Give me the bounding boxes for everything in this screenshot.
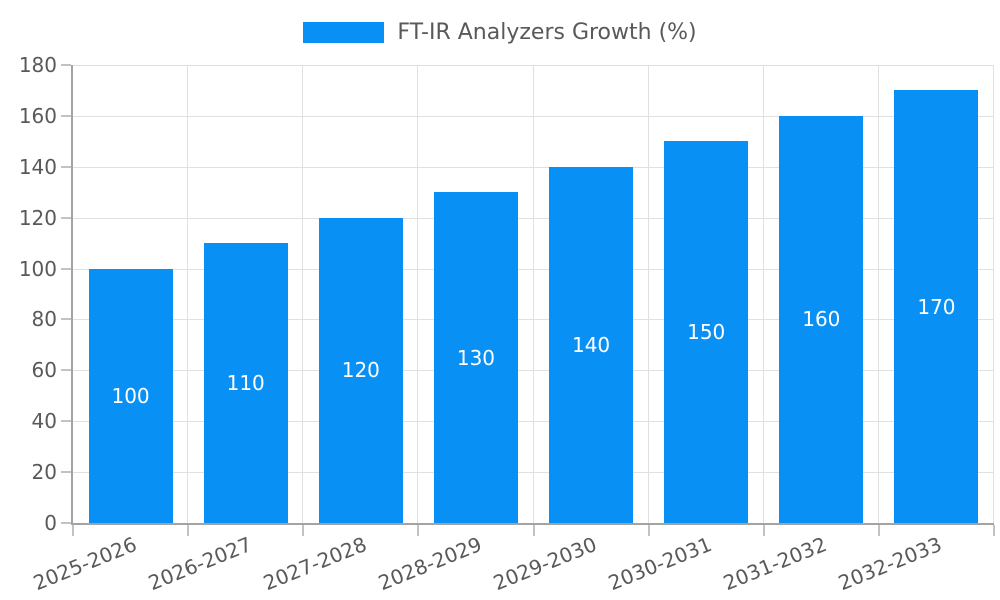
- y-tick-label: 100: [18, 256, 57, 281]
- gridline-vertical: [647, 65, 649, 523]
- bar: 100: [88, 268, 173, 523]
- y-axis-tick: [61, 165, 71, 168]
- bar: 160: [779, 115, 864, 523]
- x-axis-tick: [877, 525, 880, 536]
- x-category-label: 2032-2033: [835, 532, 946, 596]
- y-axis-tick: [61, 267, 71, 270]
- y-axis-tick: [61, 216, 71, 219]
- x-axis-line: [71, 523, 994, 525]
- bar-value-label: 110: [226, 371, 265, 396]
- bar: 150: [664, 141, 749, 523]
- y-tick-label: 160: [18, 103, 57, 128]
- gridline-horizontal: [73, 421, 994, 423]
- y-axis-tick: [61, 64, 71, 66]
- gridline-horizontal: [73, 472, 994, 474]
- gridline-vertical: [993, 65, 994, 523]
- y-tick-label: 0: [44, 511, 57, 535]
- gridline-vertical: [302, 65, 304, 523]
- bar-value-label: 170: [917, 294, 956, 319]
- gridline-vertical: [417, 65, 419, 523]
- gridline-horizontal: [73, 65, 994, 66]
- legend-swatch: [303, 22, 385, 43]
- x-axis-tick: [647, 525, 650, 536]
- bar: 140: [549, 166, 634, 523]
- y-tick-label: 40: [31, 409, 57, 434]
- y-axis-line: [71, 65, 73, 523]
- y-axis-tick: [61, 420, 71, 423]
- x-axis-tick: [302, 525, 305, 536]
- bar-value-label: 160: [802, 307, 841, 332]
- bar: 130: [433, 192, 518, 523]
- x-axis-tick: [532, 525, 535, 536]
- plot-area: 0 20 40 60 80 100 120 140 160 180 100 110 120 130 140 1…: [19, 53, 995, 595]
- gridline-horizontal: [73, 115, 994, 117]
- gridline-horizontal: [73, 268, 994, 270]
- x-axis-tick: [187, 525, 190, 536]
- gridline-vertical: [877, 65, 879, 523]
- legend-label: FT-IR Analyzers Growth (%): [397, 20, 697, 45]
- gridline-horizontal: [73, 166, 994, 168]
- gridline-vertical: [762, 65, 764, 523]
- bar: 110: [203, 243, 288, 523]
- y-tick-label: 60: [31, 358, 57, 383]
- y-axis-tick: [61, 114, 71, 117]
- y-axis-tick: [61, 471, 71, 474]
- bar-value-label: 150: [687, 320, 726, 345]
- y-tick-label: 180: [18, 53, 57, 77]
- gridline-horizontal: [73, 370, 994, 372]
- x-category-label-anchor: 2032-2033: [716, 532, 945, 595]
- bar-value-label: 140: [571, 332, 611, 357]
- y-axis-tick: [61, 369, 71, 372]
- bar-value-label: 130: [456, 345, 496, 370]
- gridline-horizontal: [73, 319, 994, 321]
- gridline-vertical: [187, 65, 189, 523]
- y-axis-tick: [61, 522, 71, 524]
- y-tick-label: 20: [31, 460, 57, 485]
- x-axis-tick: [72, 525, 74, 536]
- gridline-horizontal: [73, 217, 994, 219]
- legend: FT-IR Analyzers Growth (%): [0, 20, 1000, 45]
- gridline-vertical: [532, 65, 534, 523]
- bar: 170: [894, 90, 979, 523]
- x-axis-tick: [993, 525, 995, 536]
- bar: 120: [318, 217, 403, 523]
- y-axis-tick: [61, 318, 71, 321]
- x-axis-tick: [762, 525, 765, 536]
- y-tick-label: 120: [18, 205, 57, 230]
- bar-value-label: 120: [341, 358, 380, 383]
- y-tick-label: 80: [31, 307, 57, 332]
- bar-value-label: 100: [111, 383, 150, 408]
- x-axis-tick: [417, 525, 420, 536]
- y-tick-label: 140: [18, 154, 57, 179]
